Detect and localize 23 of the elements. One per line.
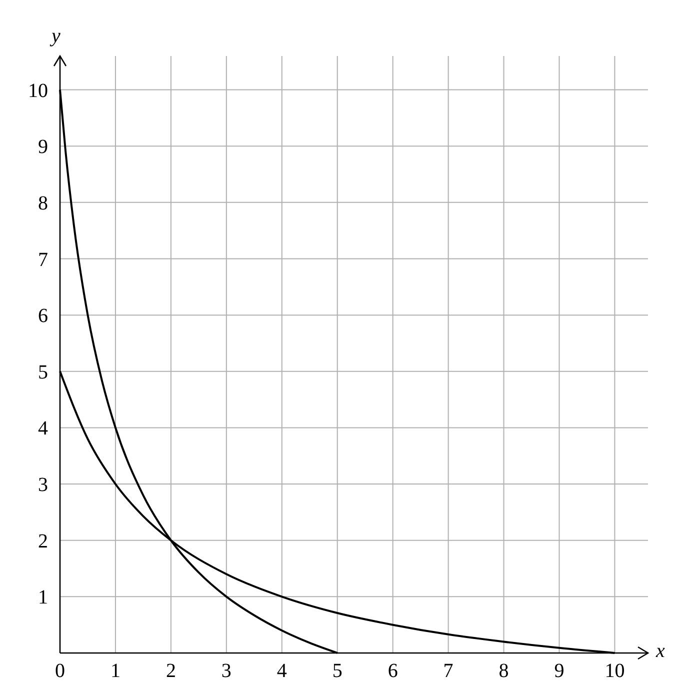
y-tick-label: 5 — [38, 361, 48, 384]
y-tick-label: 7 — [38, 248, 48, 271]
x-tick-label: 1 — [110, 660, 120, 682]
y-tick-label: 2 — [38, 530, 48, 552]
x-tick-label: 9 — [554, 660, 564, 682]
x-tick-label: 5 — [332, 660, 342, 682]
x-axis-title: x — [655, 640, 665, 662]
y-axis-title: y — [50, 25, 61, 47]
x-tick-label: 10 — [604, 660, 625, 682]
y-tick-label: 3 — [38, 474, 48, 496]
x-tick-label: 2 — [166, 660, 176, 682]
x-tick-label: 3 — [221, 660, 232, 682]
y-tick-label: 4 — [38, 418, 48, 440]
y-tick-label: 1 — [38, 586, 48, 609]
y-tick-label: 9 — [38, 136, 48, 158]
x-tick-label: 8 — [498, 660, 509, 682]
x-tick-label: 4 — [276, 660, 287, 682]
y-tick-label: 10 — [28, 80, 48, 102]
x-tick-label: 6 — [388, 660, 398, 682]
y-tick-label: 6 — [38, 305, 48, 328]
y-tick-label: 8 — [38, 192, 48, 214]
x-tick-label: 0 — [55, 660, 65, 682]
x-tick-label: 7 — [443, 660, 454, 682]
